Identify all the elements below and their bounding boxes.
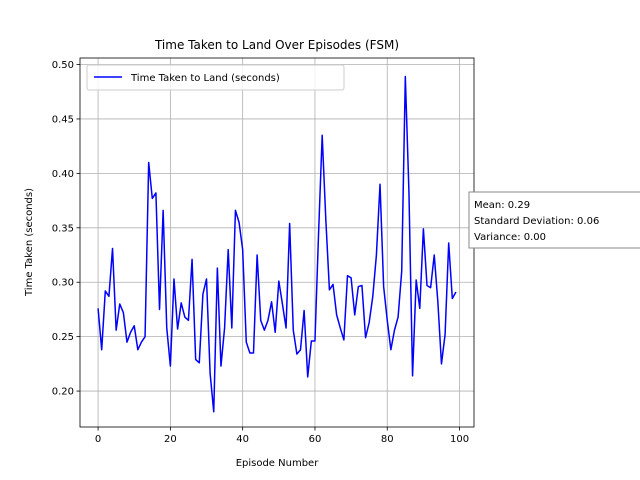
- x-tick-label: 100: [450, 434, 469, 445]
- y-axis-ticks: 0.20 0.25 0.30 0.35 0.40 0.45 0.50: [52, 60, 80, 398]
- stats-variance: Variance: 0.00: [474, 232, 546, 243]
- x-tick-label: 20: [164, 434, 177, 445]
- y-tick-label: 0.50: [52, 60, 74, 71]
- stats-annotation: Mean: 0.29 Standard Deviation: 0.06 Vari…: [468, 191, 640, 249]
- stats-mean: Mean: 0.29: [474, 200, 530, 211]
- x-axis-label: Episode Number: [236, 458, 320, 469]
- stats-std: Standard Deviation: 0.06: [474, 216, 599, 227]
- x-tick-label: 80: [381, 434, 394, 445]
- stats-box: [468, 191, 640, 249]
- y-tick-label: 0.40: [52, 169, 74, 180]
- y-axis-label: Time Taken (seconds): [24, 188, 35, 297]
- legend-label: Time Taken to Land (seconds): [130, 73, 280, 84]
- legend-box: [86, 64, 345, 91]
- y-tick-label: 0.45: [52, 114, 74, 125]
- x-tick-label: 60: [309, 434, 322, 445]
- series-line: [97, 75, 457, 413]
- chart-title: Time Taken to Land Over Episodes (FSM): [154, 38, 399, 52]
- y-tick-label: 0.35: [52, 223, 74, 234]
- x-axis-ticks: 0 20 40 60 80 100: [95, 427, 469, 445]
- x-tick-label: 0: [95, 434, 101, 445]
- y-tick-label: 0.25: [52, 332, 74, 343]
- y-tick-label: 0.20: [52, 387, 74, 398]
- legend: Time Taken to Land (seconds): [86, 64, 345, 91]
- y-tick-label: 0.30: [52, 278, 74, 289]
- x-tick-label: 40: [236, 434, 249, 445]
- plot-lines: [97, 75, 457, 413]
